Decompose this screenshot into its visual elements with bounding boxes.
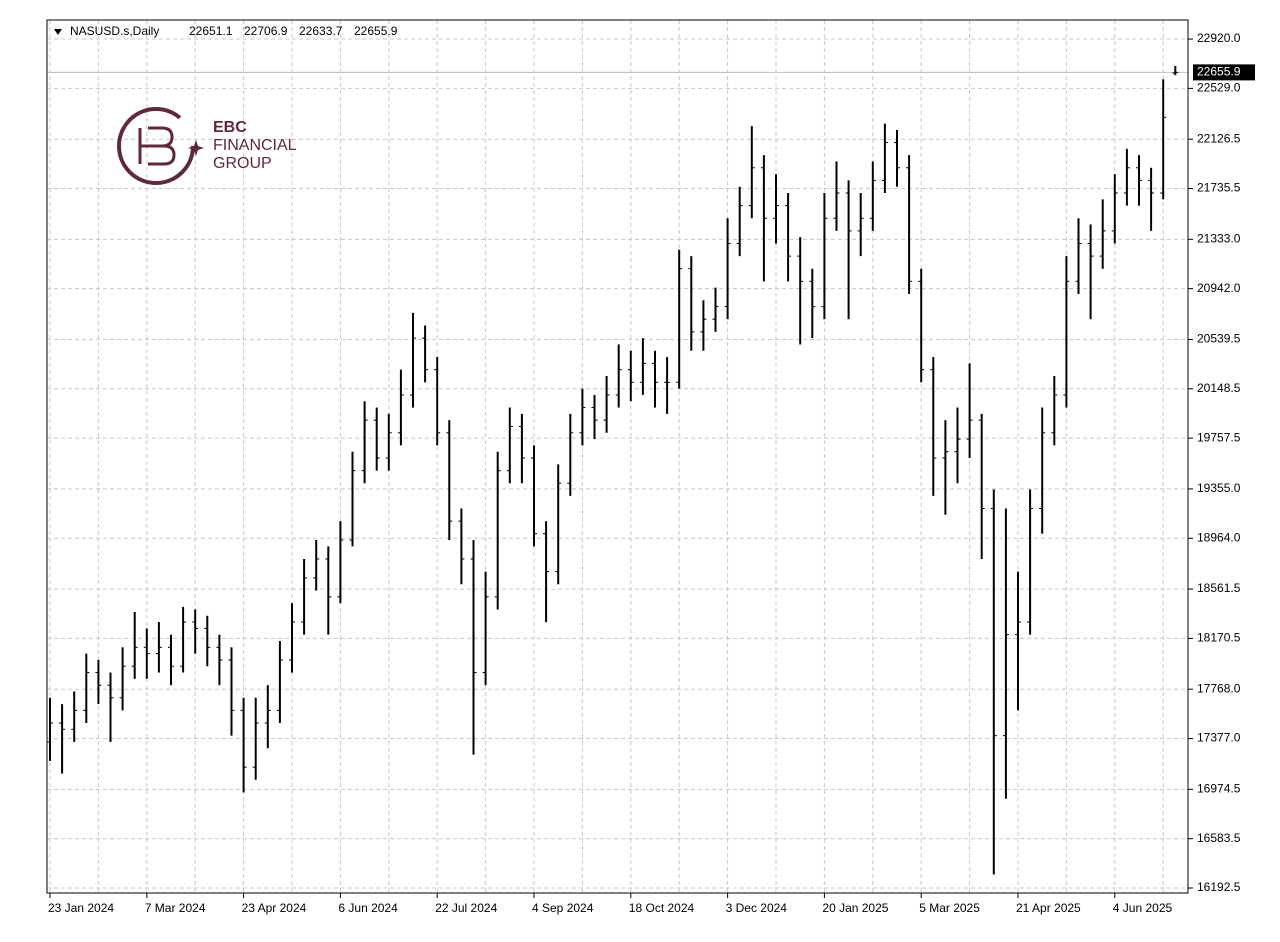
y-tick-label: 22126.5 [1197,131,1241,145]
plot-frame [46,19,1189,894]
current-price-box [1193,64,1255,81]
x-tick-label: 3 Dec 2024 [726,901,788,915]
y-tick-label: 20148.5 [1197,381,1241,395]
y-tick-label: 17768.0 [1197,681,1241,695]
y-tick-label: 20942.0 [1197,281,1241,295]
x-tick-label: 23 Jan 2024 [48,901,114,915]
header-low: 22633.7 [299,24,343,38]
x-tick-label: 23 Apr 2024 [242,901,307,915]
logo-ring [117,107,195,185]
x-tick-label: 7 Mar 2024 [145,901,206,915]
x-tick-label: 22 Jul 2024 [435,901,497,915]
collapse-arrow [54,29,62,35]
header-open: 22651.1 [189,24,233,38]
y-tick-label: 21333.0 [1197,231,1241,245]
x-tick-label: 4 Jun 2025 [1113,901,1173,915]
marks [47,65,1179,875]
x-tick-label: 5 Mar 2025 [919,901,980,915]
logo-mark [138,126,176,166]
x-tick-label: 20 Jan 2025 [822,901,888,915]
logo-text: GROUP [213,155,272,172]
header-close: 22655.9 [354,24,398,38]
x-tick-label: 6 Jun 2024 [338,901,398,915]
y-tick-label: 18561.5 [1197,581,1241,595]
y-tick-label: 18964.0 [1197,530,1241,544]
logo-text: EBC [213,119,247,136]
x-tick-label: 4 Sep 2024 [532,901,594,915]
y-tick-label: 20539.5 [1197,332,1241,346]
y-tick-label: 19355.0 [1197,481,1241,495]
logo-text: FINANCIAL [213,137,297,154]
y-tick-label: 22920.0 [1197,31,1241,45]
header-high: 22706.9 [244,24,288,38]
logo: EBC FINANCIAL GROUP [117,107,297,185]
y-tick-label: 16583.5 [1197,831,1241,845]
y-tick-label: 22529.0 [1197,81,1241,95]
x-tick-label: 18 Oct 2024 [629,901,695,915]
y-tick-label: 18170.5 [1197,631,1241,645]
logo-star [188,140,204,156]
grid-layer [47,20,1188,893]
y-tick-label: 16974.5 [1197,782,1241,796]
x-tick-label: 21 Apr 2025 [1016,901,1081,915]
y-tick-label: 21735.5 [1197,181,1241,195]
symbol-title: NASUSD.s,Daily [70,24,159,38]
current-price-label: 22655.9 [1197,65,1241,79]
y-tick-label: 17377.0 [1197,731,1241,745]
y-tick-label: 19757.5 [1197,430,1241,444]
y-tick-label: 16192.5 [1197,880,1241,894]
